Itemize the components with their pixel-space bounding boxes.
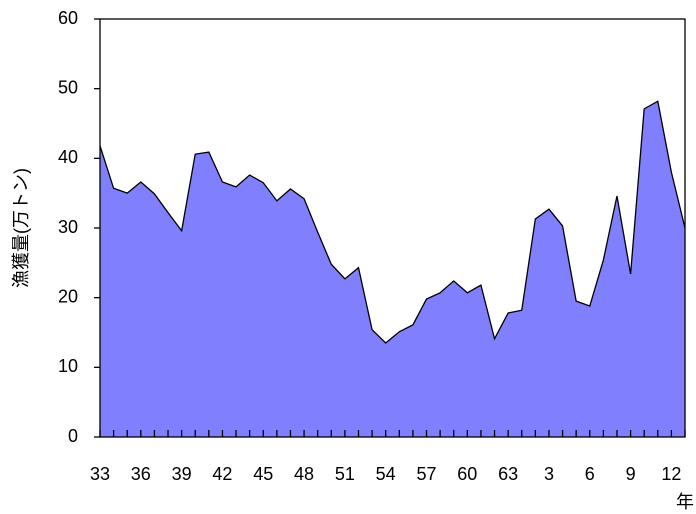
area: [100, 101, 685, 437]
x-tick-label: 48: [294, 464, 314, 484]
x-tick-label: 51: [335, 464, 355, 484]
y-tick-label: 60: [58, 8, 78, 28]
x-tick-label: 42: [212, 464, 232, 484]
area-line: [99, 100, 686, 344]
x-tick-label: 60: [457, 464, 477, 484]
x-tick-label: 3: [544, 464, 554, 484]
x-tick-label: 45: [253, 464, 273, 484]
x-tick-label: 33: [90, 464, 110, 484]
y-tick-label: 20: [58, 286, 78, 306]
y-tick-label: 10: [58, 356, 78, 376]
x-tick-label: 63: [498, 464, 518, 484]
x-tick-label: 54: [376, 464, 396, 484]
x-axis-label: 年: [676, 492, 694, 512]
x-tick-label: 39: [172, 464, 192, 484]
x-tick-label: 12: [661, 464, 681, 484]
x-tick-label: 6: [585, 464, 595, 484]
x-tick-label: 36: [131, 464, 151, 484]
y-tick-label: 40: [58, 147, 78, 167]
y-axis-label: 漁獲量(万トン): [11, 168, 31, 288]
x-tick-label: 9: [626, 464, 636, 484]
y-tick-label: 50: [58, 77, 78, 97]
y-tick-label: 0: [68, 426, 78, 446]
x-tick-label: 57: [416, 464, 436, 484]
y-tick-label: 30: [58, 217, 78, 237]
